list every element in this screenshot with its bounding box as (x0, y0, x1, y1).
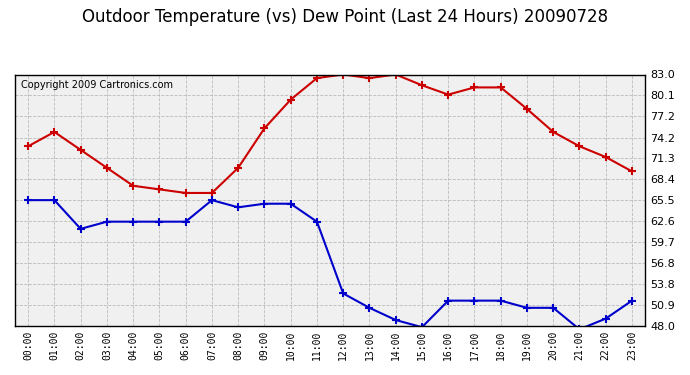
Text: Outdoor Temperature (vs) Dew Point (Last 24 Hours) 20090728: Outdoor Temperature (vs) Dew Point (Last… (82, 8, 608, 26)
Text: Copyright 2009 Cartronics.com: Copyright 2009 Cartronics.com (21, 80, 173, 90)
